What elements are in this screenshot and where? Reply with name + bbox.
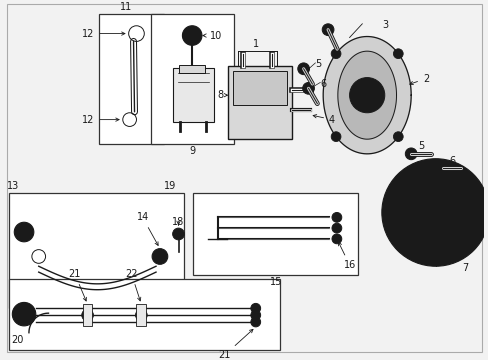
Circle shape [250,317,260,327]
Bar [9,193,184,308]
Bar [179,65,204,73]
Text: 15: 15 [269,277,282,287]
Text: 22: 22 [125,269,141,301]
Bar [9,279,280,350]
Circle shape [182,26,202,45]
Bar [172,68,213,122]
Text: 18: 18 [172,217,184,227]
Circle shape [349,77,384,113]
Polygon shape [323,36,410,154]
Circle shape [330,132,340,141]
Text: 4: 4 [312,114,334,125]
Bar [136,304,146,326]
Circle shape [302,82,314,94]
Text: 8: 8 [217,90,227,100]
Circle shape [331,223,341,233]
Circle shape [331,234,341,244]
Bar [193,193,358,275]
Text: 6: 6 [448,156,454,166]
Text: 20: 20 [11,336,24,346]
Circle shape [437,163,448,174]
Polygon shape [337,51,396,139]
Circle shape [172,228,184,240]
Text: 14: 14 [136,212,158,246]
Text: 1: 1 [252,39,258,49]
Text: 5: 5 [417,141,424,151]
Bar [228,66,291,139]
Circle shape [381,159,488,266]
Bar [233,71,286,105]
Text: 12: 12 [82,28,125,39]
Text: 16: 16 [338,242,355,270]
Text: 19: 19 [163,181,176,191]
Circle shape [250,310,260,320]
Text: 14: 14 [14,227,26,237]
Text: 6: 6 [320,78,325,89]
Text: 12: 12 [82,114,119,125]
Text: 11: 11 [120,2,132,12]
Circle shape [393,49,403,59]
Circle shape [81,309,93,321]
Circle shape [405,148,416,160]
Circle shape [12,302,36,326]
Circle shape [152,249,167,264]
Text: 17: 17 [410,225,423,235]
Circle shape [330,49,340,59]
Text: 3: 3 [381,20,387,30]
Text: 2: 2 [409,73,428,85]
Bar [151,14,234,144]
Text: 21: 21 [68,269,86,301]
Text: 13: 13 [7,181,20,191]
Circle shape [393,132,403,141]
Text: 5: 5 [315,59,321,69]
Text: 7: 7 [461,263,467,273]
Circle shape [250,303,260,313]
Text: 21: 21 [218,329,252,360]
Text: 10: 10 [203,31,222,41]
Circle shape [297,63,309,75]
Circle shape [322,24,333,36]
Text: 9: 9 [189,146,195,156]
Circle shape [135,309,147,321]
Bar [82,304,92,326]
Circle shape [391,208,410,227]
Circle shape [14,222,34,242]
Circle shape [331,212,341,222]
Bar [99,14,163,144]
